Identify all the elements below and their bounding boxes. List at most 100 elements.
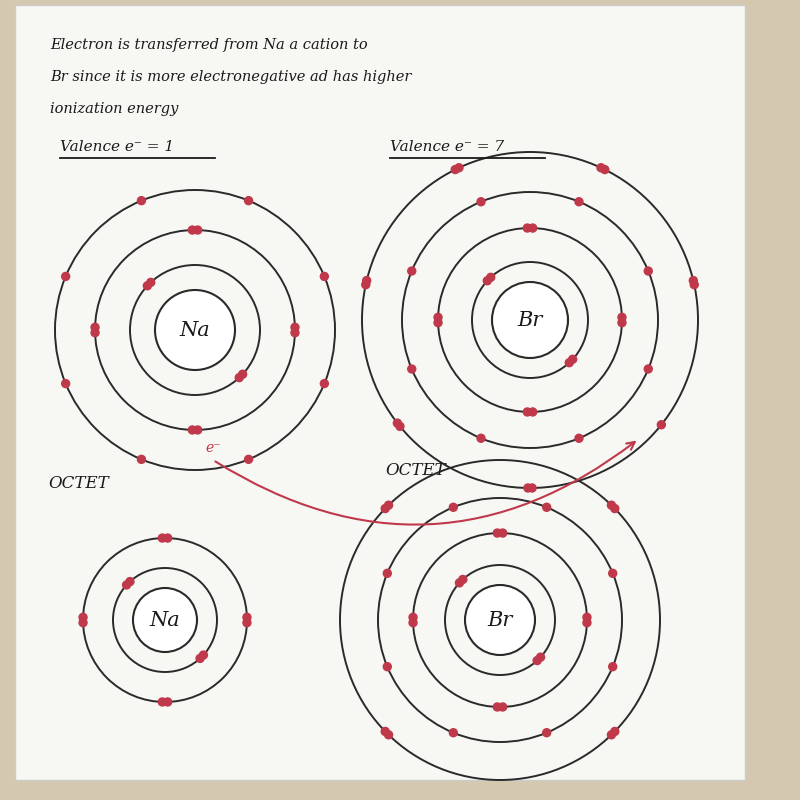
Circle shape [528, 484, 536, 492]
Circle shape [194, 426, 202, 434]
Circle shape [408, 365, 416, 373]
Circle shape [194, 226, 202, 234]
Circle shape [434, 318, 442, 326]
Circle shape [158, 698, 166, 706]
Circle shape [381, 505, 389, 513]
Circle shape [238, 370, 246, 378]
Text: Br since it is more electronegative ad has higher: Br since it is more electronegative ad h… [50, 70, 411, 84]
Circle shape [498, 529, 506, 537]
Circle shape [362, 277, 370, 285]
Circle shape [434, 314, 442, 322]
Text: Br: Br [487, 610, 513, 630]
Circle shape [618, 318, 626, 326]
Text: Na: Na [180, 321, 210, 339]
Circle shape [320, 273, 328, 281]
Circle shape [609, 662, 617, 670]
Circle shape [188, 226, 196, 234]
Circle shape [381, 727, 389, 735]
Circle shape [537, 653, 545, 661]
Circle shape [690, 277, 698, 285]
Circle shape [569, 355, 577, 363]
Circle shape [320, 379, 328, 387]
Circle shape [609, 570, 617, 578]
Circle shape [529, 224, 537, 232]
Circle shape [575, 198, 583, 206]
Circle shape [396, 422, 404, 430]
Text: OCTET: OCTET [385, 462, 446, 479]
Circle shape [486, 274, 494, 282]
Circle shape [79, 618, 87, 626]
Circle shape [385, 731, 393, 739]
Circle shape [383, 662, 391, 670]
Circle shape [658, 421, 666, 429]
Circle shape [362, 281, 370, 289]
Circle shape [450, 503, 458, 511]
Circle shape [79, 614, 87, 622]
Circle shape [146, 278, 154, 286]
Circle shape [126, 578, 134, 586]
Circle shape [690, 281, 698, 289]
Circle shape [451, 166, 459, 174]
Circle shape [243, 618, 251, 626]
Circle shape [62, 379, 70, 387]
Text: ionization energy: ionization energy [50, 102, 178, 116]
Circle shape [196, 654, 204, 662]
Circle shape [542, 503, 550, 511]
Circle shape [494, 703, 502, 711]
Circle shape [138, 197, 146, 205]
FancyArrowPatch shape [215, 442, 634, 525]
Circle shape [601, 166, 609, 174]
Text: Br: Br [518, 310, 542, 330]
Circle shape [158, 534, 166, 542]
Circle shape [524, 484, 532, 492]
Circle shape [597, 164, 605, 172]
Circle shape [533, 657, 541, 665]
Circle shape [611, 505, 619, 513]
Circle shape [62, 273, 70, 281]
Circle shape [385, 501, 393, 509]
Circle shape [155, 290, 235, 370]
Circle shape [529, 408, 537, 416]
Circle shape [477, 198, 485, 206]
Circle shape [164, 534, 172, 542]
Text: Electron is transferred from Na a cation to: Electron is transferred from Na a cation… [50, 38, 368, 52]
Text: Valence e⁻ = 7: Valence e⁻ = 7 [390, 140, 504, 154]
Circle shape [164, 698, 172, 706]
Circle shape [465, 585, 535, 655]
Text: OCTET: OCTET [48, 475, 109, 492]
Circle shape [199, 651, 207, 659]
Circle shape [566, 358, 574, 366]
Circle shape [575, 434, 583, 442]
Circle shape [245, 455, 253, 463]
Circle shape [607, 731, 615, 739]
Circle shape [483, 277, 491, 285]
Circle shape [492, 282, 568, 358]
Circle shape [91, 329, 99, 337]
Circle shape [611, 727, 619, 735]
Text: e⁻: e⁻ [205, 441, 221, 455]
Circle shape [243, 614, 251, 622]
Circle shape [523, 224, 531, 232]
Circle shape [245, 197, 253, 205]
Circle shape [133, 588, 197, 652]
Circle shape [409, 614, 417, 622]
Circle shape [143, 282, 151, 290]
Circle shape [383, 570, 391, 578]
Circle shape [583, 614, 591, 622]
Circle shape [455, 164, 463, 172]
Text: Valence e⁻ = 1: Valence e⁻ = 1 [60, 140, 174, 154]
Circle shape [450, 729, 458, 737]
Circle shape [394, 419, 402, 427]
Circle shape [291, 329, 299, 337]
Circle shape [498, 703, 506, 711]
Circle shape [188, 426, 196, 434]
Text: Na: Na [150, 610, 180, 630]
Circle shape [455, 579, 463, 587]
Circle shape [583, 618, 591, 626]
Circle shape [138, 455, 146, 463]
Circle shape [644, 267, 652, 275]
Circle shape [235, 374, 243, 382]
Circle shape [291, 323, 299, 331]
Circle shape [122, 581, 130, 589]
Circle shape [607, 501, 615, 509]
